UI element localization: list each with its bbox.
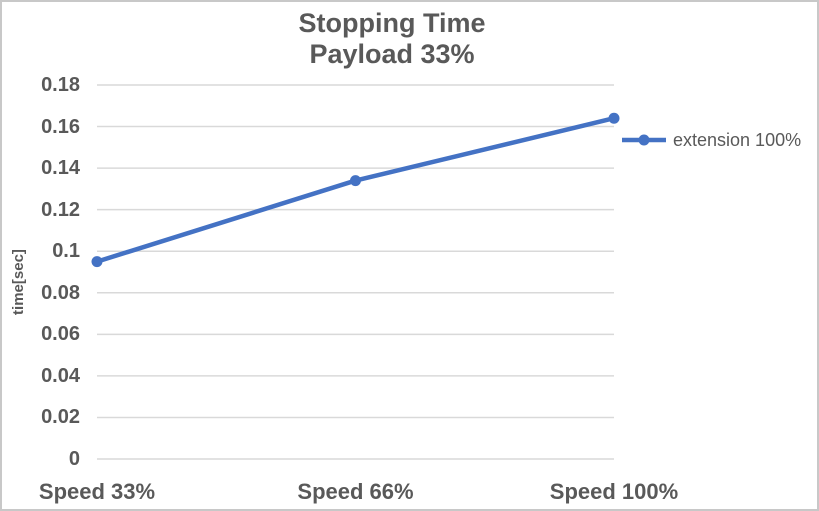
data-point-marker bbox=[350, 175, 361, 187]
y-tick-label: 0.08 bbox=[41, 281, 80, 304]
y-tick-label: 0.04 bbox=[41, 364, 80, 387]
y-tick-label: 0 bbox=[68, 448, 80, 470]
y-tick-label: 0.02 bbox=[41, 406, 80, 429]
chart-title-block: Stopping Time Payload 33% bbox=[2, 8, 782, 70]
chart-title: Stopping Time bbox=[298, 8, 486, 38]
y-tick-label: 0.18 bbox=[41, 74, 80, 96]
chart-subtitle: Payload 33% bbox=[309, 39, 475, 69]
legend-marker bbox=[638, 134, 650, 146]
y-tick-label: 0.12 bbox=[41, 198, 80, 221]
y-tick-label: 0.14 bbox=[41, 157, 80, 180]
data-point-marker bbox=[91, 256, 103, 268]
legend-label: extension 100% bbox=[673, 130, 802, 150]
x-axis-label: Speed 66% bbox=[297, 479, 414, 504]
y-tick-label: 0.06 bbox=[41, 323, 80, 346]
legend-line-marker-icon bbox=[622, 134, 666, 146]
y-tick-label: 0.1 bbox=[52, 240, 80, 263]
series-line bbox=[94, 115, 617, 264]
y-tick-label: 0.16 bbox=[41, 115, 80, 138]
x-axis-label: Speed 100% bbox=[549, 479, 679, 504]
x-axis-label: Speed 33% bbox=[38, 479, 156, 504]
legend: extension 100% bbox=[620, 128, 801, 152]
data-point-marker bbox=[608, 112, 620, 124]
